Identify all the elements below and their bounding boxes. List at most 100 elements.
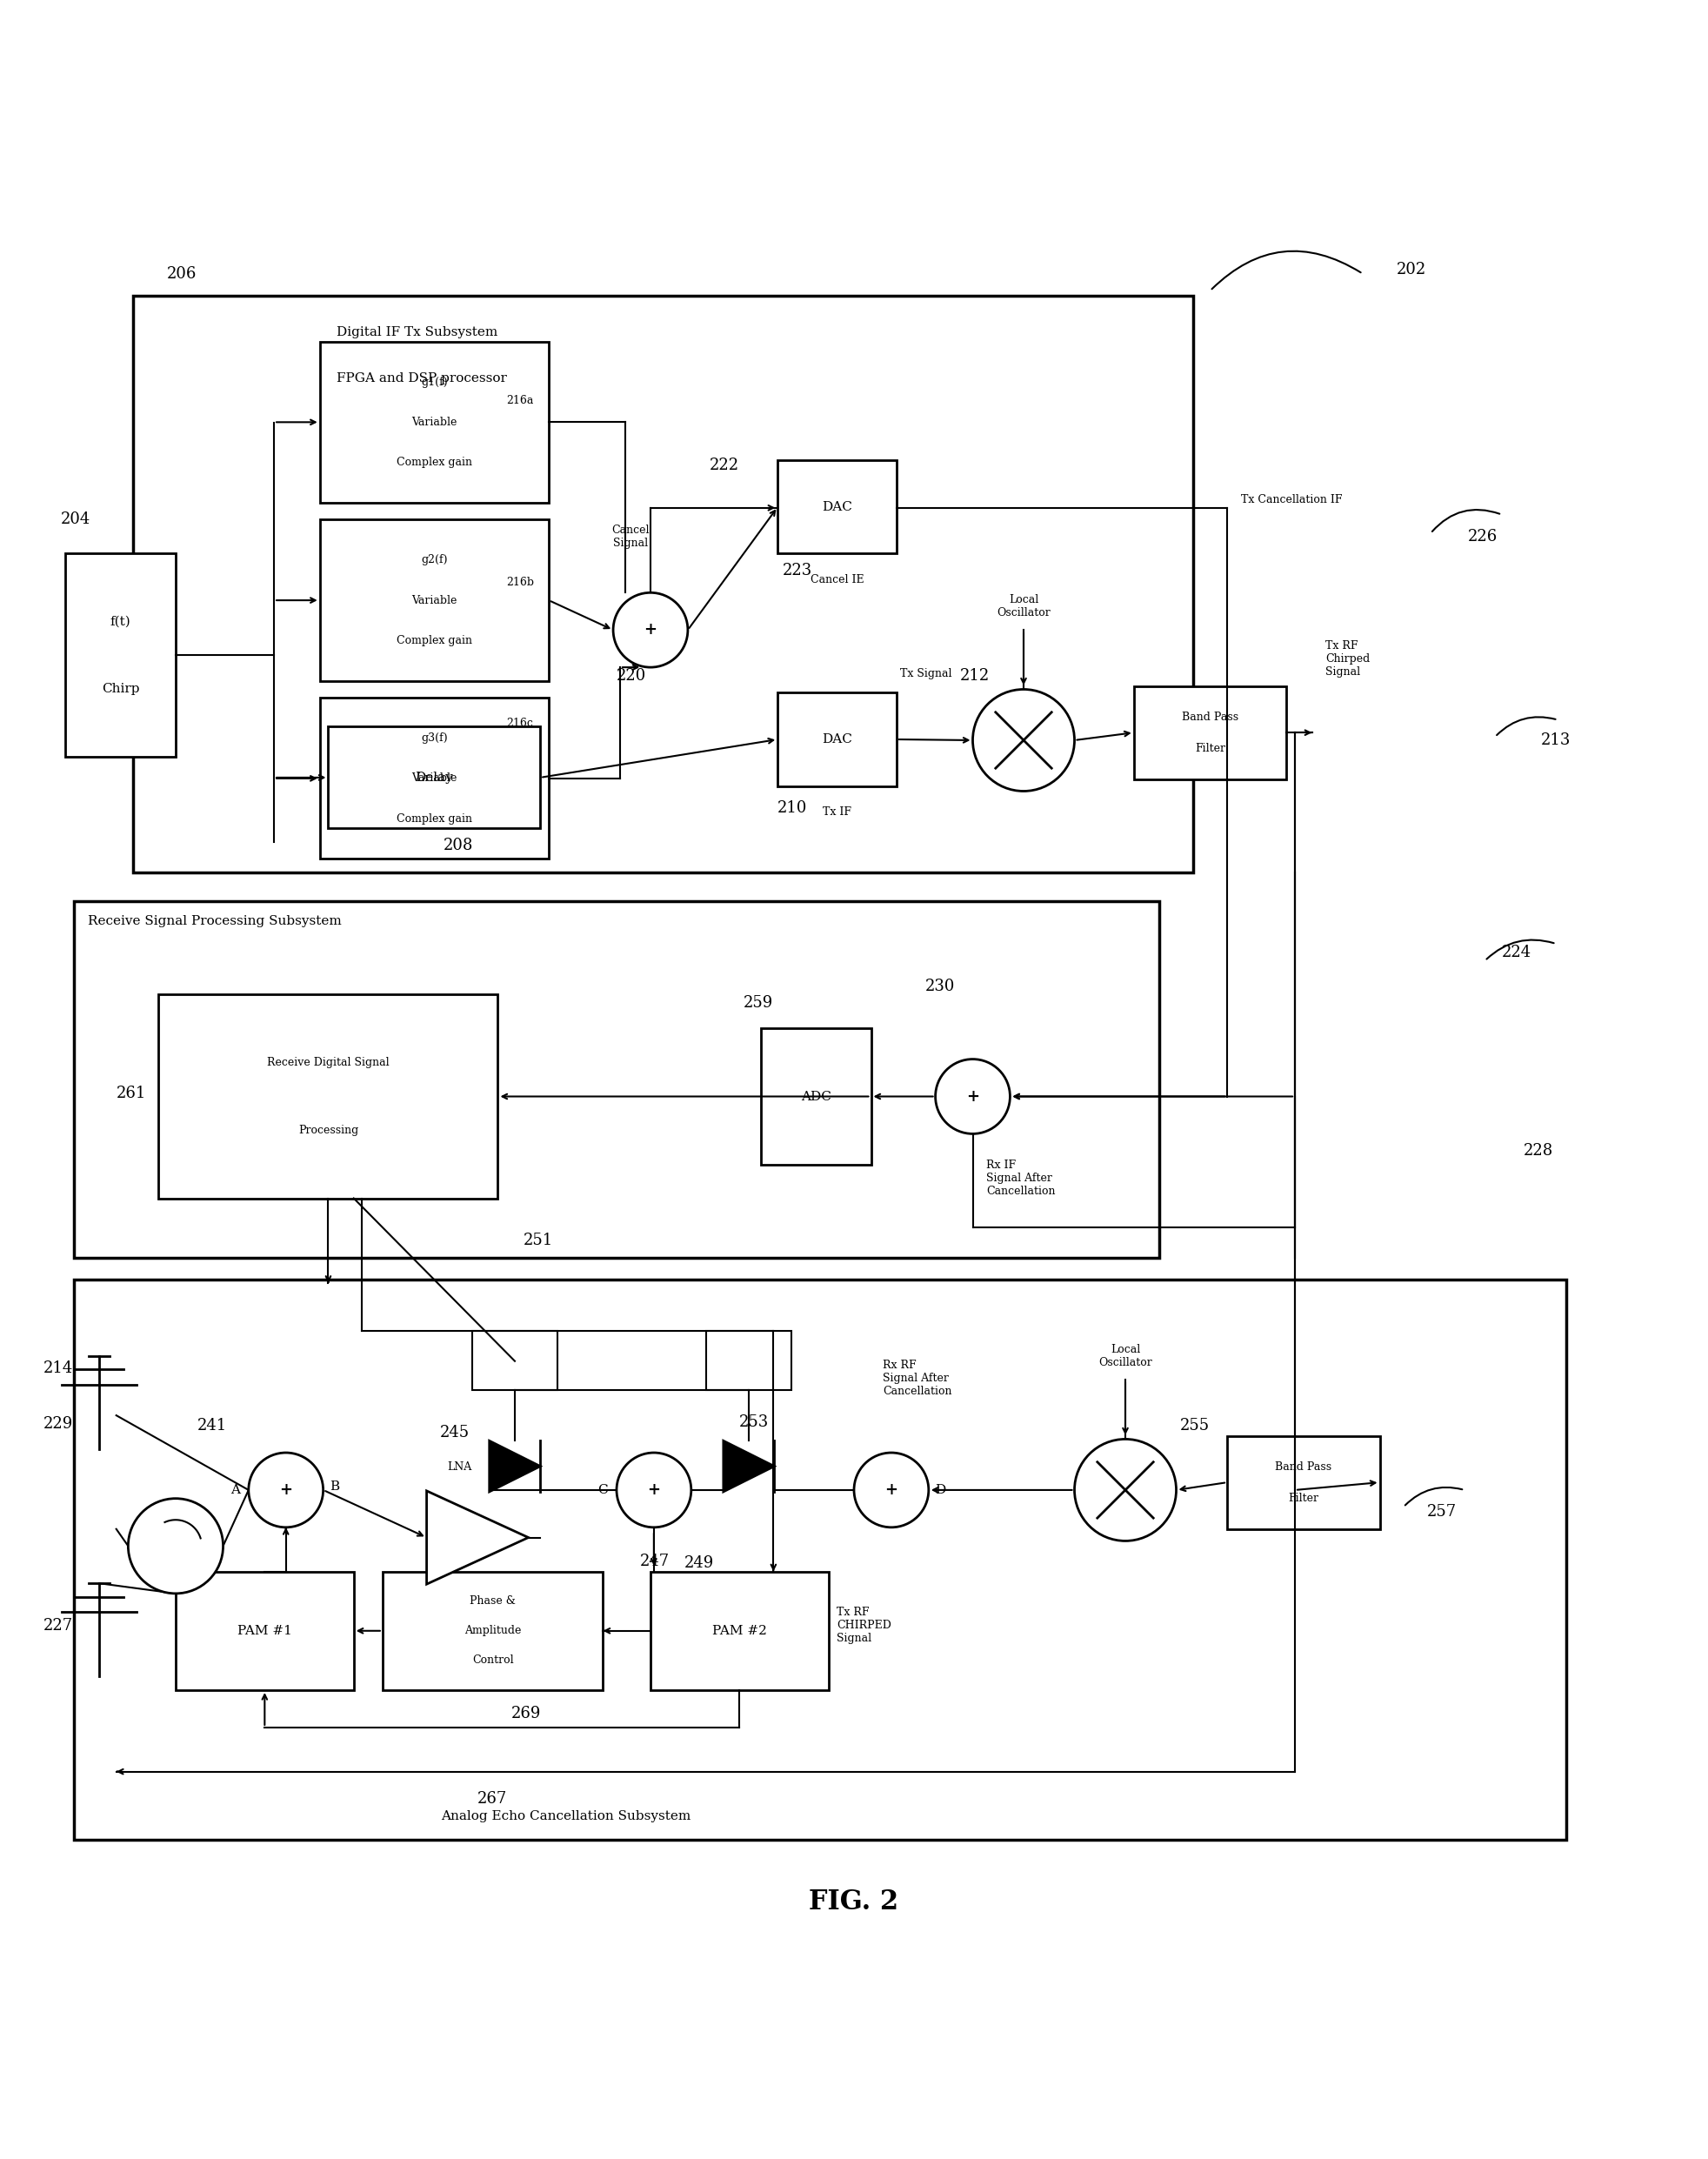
Text: Band Pass: Band Pass	[1276, 1462, 1332, 1472]
Text: Rx RF
Signal After
Cancellation: Rx RF Signal After Cancellation	[883, 1360, 951, 1397]
Bar	[133, 296, 1194, 872]
Text: Complex gain: Complex gain	[396, 458, 471, 469]
Text: C: C	[598, 1483, 608, 1496]
Polygon shape	[724, 1440, 774, 1492]
Text: 261: 261	[116, 1086, 147, 1101]
Text: 224: 224	[1501, 943, 1532, 961]
Text: Processing: Processing	[299, 1125, 359, 1136]
Text: 228: 228	[1524, 1142, 1554, 1159]
Text: 253: 253	[738, 1414, 769, 1429]
Text: 267: 267	[478, 1792, 507, 1807]
Text: D: D	[936, 1483, 946, 1496]
Text: Amplitude: Amplitude	[465, 1626, 521, 1637]
Circle shape	[1074, 1440, 1177, 1542]
Bar	[651, 1572, 828, 1690]
Bar	[383, 1572, 603, 1690]
Text: Variable: Variable	[412, 773, 458, 784]
Bar	[73, 902, 1160, 1257]
Text: 243: 243	[190, 1554, 219, 1572]
Bar	[1226, 1436, 1380, 1529]
Text: 220: 220	[617, 667, 646, 684]
Bar	[1134, 687, 1286, 779]
Text: 216b: 216b	[506, 576, 535, 587]
Text: Local
Oscillator: Local Oscillator	[1098, 1343, 1153, 1369]
Circle shape	[617, 1453, 692, 1526]
Bar	[176, 1572, 354, 1690]
Text: Digital IF Tx Subsystem: Digital IF Tx Subsystem	[336, 326, 497, 339]
Bar	[760, 1028, 871, 1164]
Text: Chirp: Chirp	[101, 682, 140, 695]
Text: Tx IF: Tx IF	[823, 807, 851, 818]
Bar	[319, 697, 548, 859]
Text: 230: 230	[926, 978, 955, 993]
Text: 247: 247	[640, 1554, 670, 1570]
Text: Cancel IE: Cancel IE	[810, 574, 864, 585]
Bar	[319, 520, 548, 680]
Text: 257: 257	[1428, 1505, 1457, 1520]
Bar	[65, 553, 176, 758]
Circle shape	[613, 594, 688, 667]
Bar	[328, 728, 540, 829]
Text: 251: 251	[523, 1233, 553, 1248]
Circle shape	[128, 1498, 224, 1593]
Text: 269: 269	[511, 1706, 541, 1721]
Text: Filter: Filter	[1288, 1492, 1319, 1503]
Bar	[319, 341, 548, 503]
Text: 255: 255	[1180, 1418, 1209, 1434]
Text: 206: 206	[167, 266, 196, 281]
Text: 222: 222	[711, 458, 740, 473]
Circle shape	[249, 1453, 323, 1526]
Text: +: +	[280, 1483, 292, 1498]
Text: Cancel
Signal: Cancel Signal	[611, 525, 649, 548]
Text: 208: 208	[444, 838, 473, 853]
Text: PAM #2: PAM #2	[712, 1626, 767, 1637]
Text: +: +	[967, 1088, 979, 1103]
Text: +: +	[647, 1483, 661, 1498]
Circle shape	[974, 689, 1074, 790]
Bar	[777, 693, 897, 786]
Text: 249: 249	[685, 1554, 714, 1572]
Text: Variable: Variable	[412, 594, 458, 607]
Text: ADC: ADC	[801, 1090, 832, 1103]
Text: DAC: DAC	[822, 501, 852, 514]
Text: 214: 214	[43, 1360, 73, 1375]
Text: 241: 241	[198, 1418, 227, 1434]
Text: 202: 202	[1397, 261, 1426, 276]
Text: Phase &: Phase &	[470, 1596, 516, 1606]
Bar	[777, 460, 897, 553]
Text: Complex gain: Complex gain	[396, 635, 471, 646]
Text: 210: 210	[777, 801, 808, 816]
Text: Filter: Filter	[1196, 743, 1225, 753]
Text: 229: 229	[43, 1416, 73, 1431]
Circle shape	[936, 1060, 1009, 1133]
Text: f(t): f(t)	[111, 615, 132, 628]
Text: Delay: Delay	[415, 771, 453, 784]
Text: 216a: 216a	[506, 395, 533, 406]
Text: FPGA and DSP processor: FPGA and DSP processor	[336, 371, 507, 384]
Polygon shape	[490, 1440, 540, 1492]
Text: 212: 212	[960, 667, 989, 684]
Text: LNA: LNA	[447, 1462, 471, 1472]
Text: Complex gain: Complex gain	[396, 814, 471, 825]
Text: DAC: DAC	[822, 734, 852, 745]
Text: 227: 227	[43, 1617, 73, 1634]
Text: +: +	[644, 622, 658, 637]
Text: Band Pass: Band Pass	[1182, 712, 1238, 723]
Text: 259: 259	[743, 995, 774, 1010]
Text: Tx RF
CHIRPED
Signal: Tx RF CHIRPED Signal	[837, 1606, 892, 1645]
Text: Local
Oscillator: Local Oscillator	[997, 594, 1050, 617]
Text: FIG. 2: FIG. 2	[810, 1889, 898, 1915]
Text: Tx RF
Chirped
Signal: Tx RF Chirped Signal	[1325, 639, 1370, 678]
Text: +: +	[885, 1483, 898, 1498]
Bar	[707, 1330, 791, 1390]
Text: 216c: 216c	[506, 717, 533, 730]
Text: Control: Control	[471, 1654, 514, 1667]
Text: Tx Cancellation IF: Tx Cancellation IF	[1240, 494, 1342, 505]
Text: PAM #1: PAM #1	[237, 1626, 292, 1637]
Text: Rx IF
Signal After
Cancellation: Rx IF Signal After Cancellation	[986, 1159, 1056, 1196]
Text: 223: 223	[782, 563, 813, 579]
Text: A: A	[231, 1483, 239, 1496]
Bar	[159, 995, 497, 1198]
Text: Receive Digital Signal: Receive Digital Signal	[266, 1058, 389, 1069]
Text: Analog Echo Cancellation Subsystem: Analog Echo Cancellation Subsystem	[441, 1809, 690, 1822]
